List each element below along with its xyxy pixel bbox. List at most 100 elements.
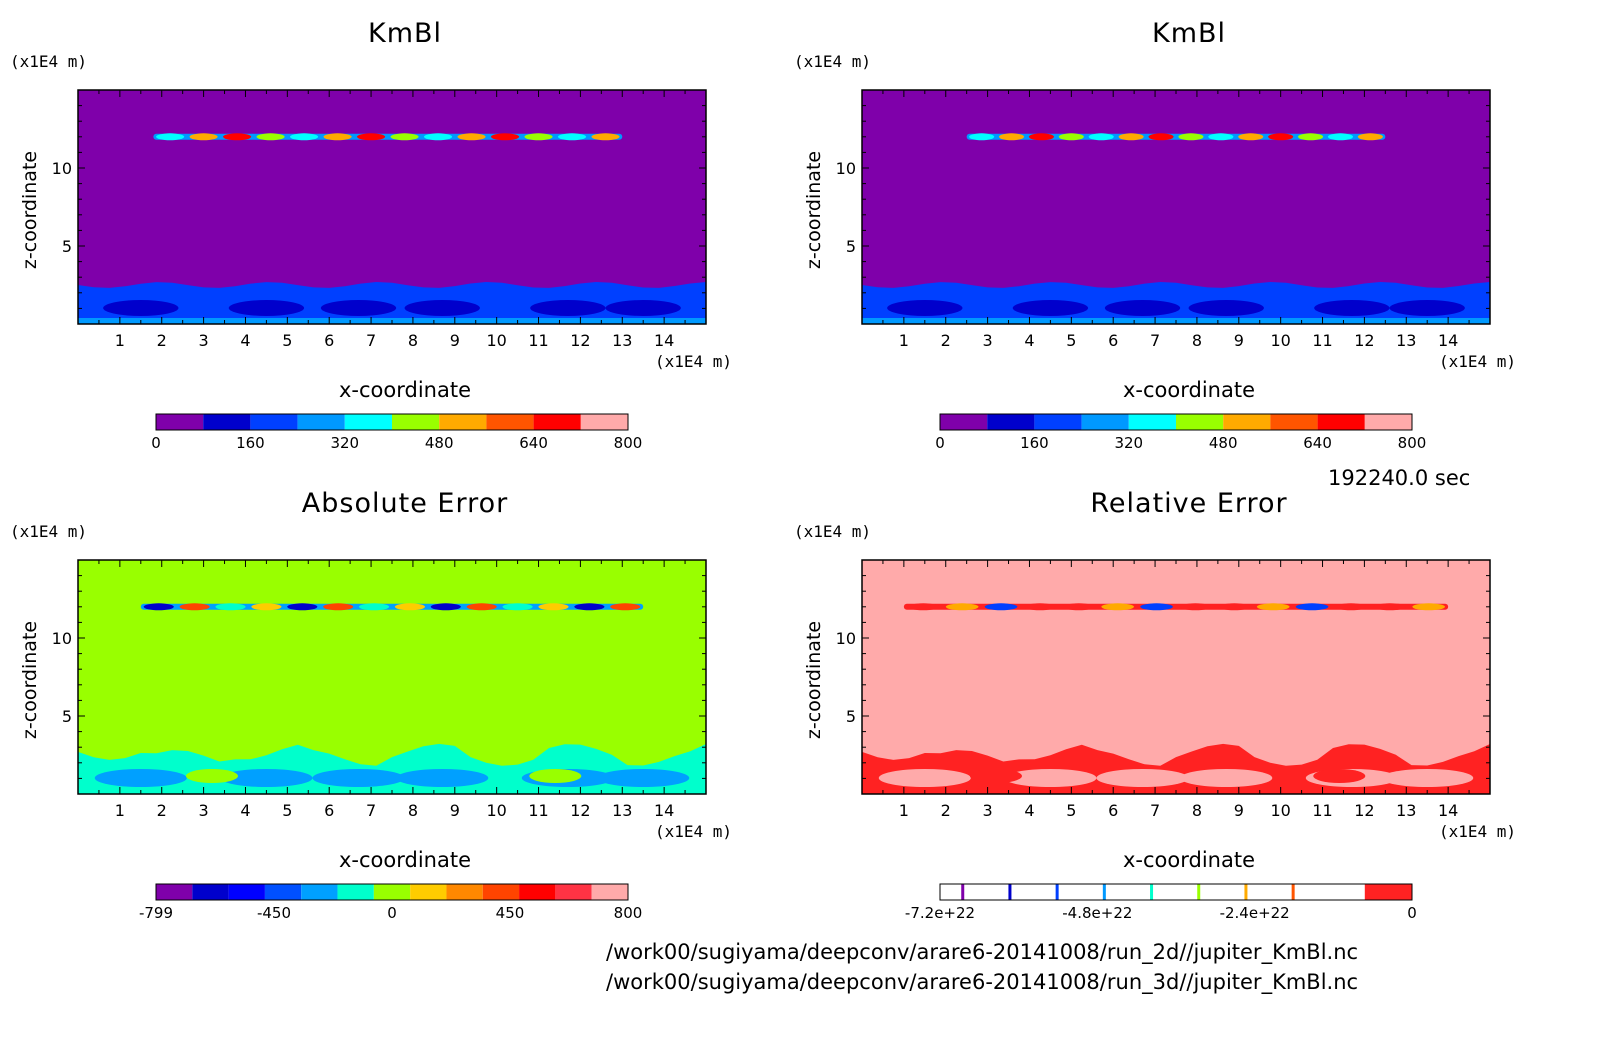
colorbar-swatch [1364, 884, 1412, 900]
colorbar-swatch [580, 414, 628, 430]
z-tick-label: 5 [846, 237, 856, 256]
colorbar-swatch [1176, 414, 1224, 430]
upper-band-cell [1028, 133, 1054, 141]
file-path-2d: /work00/sugiyama/deepconv/arare6-2014100… [606, 940, 1359, 964]
upper-band-cell [1023, 603, 1057, 611]
x-tick-label: 14 [1438, 331, 1458, 350]
colorbar-tick-label: 800 [614, 434, 643, 452]
x-tick-label: 3 [199, 801, 209, 820]
upper-band-cell [1118, 133, 1144, 141]
colorbar-swatch [482, 884, 520, 900]
colorbar-swatch [446, 884, 483, 900]
z-tick-label: 5 [846, 707, 856, 726]
x-unit-label: (x1E4 m) [1439, 352, 1517, 371]
colorbar-swatch [439, 414, 487, 430]
x-tick-label: 14 [1438, 801, 1458, 820]
upper-band [966, 133, 1386, 141]
x-axis-label: x-coordinate [1122, 378, 1255, 402]
x-tick-label: 8 [408, 801, 418, 820]
x-tick-label: 4 [240, 801, 250, 820]
x-tick-label: 2 [941, 331, 951, 350]
upper-band [140, 603, 644, 611]
x-tick-label: 6 [324, 331, 334, 350]
colorbar-tick-label: 160 [236, 434, 265, 452]
x-tick-label: 11 [1312, 801, 1332, 820]
upper-band-cell [574, 603, 605, 611]
upper-band-cell [356, 133, 386, 141]
colorbar-frame [939, 413, 1413, 431]
x-tick-label: 1 [899, 331, 909, 350]
upper-band-cell [998, 133, 1025, 141]
lower-gap [185, 769, 238, 783]
colorbar-swatch [410, 884, 447, 900]
lower-gap [529, 769, 582, 783]
colorbar-tick-label: 320 [330, 434, 359, 452]
x-tick-label: 8 [1192, 331, 1202, 350]
upper-band-cell [1412, 603, 1446, 611]
upper-band-cell [1178, 133, 1204, 141]
x-tick-label: 3 [983, 331, 993, 350]
upper-band-cell [1140, 603, 1173, 611]
x-unit-label: (x1E4 m) [655, 352, 733, 371]
x-tick-label: 2 [157, 801, 167, 820]
lower-cell [1004, 769, 1097, 787]
upper-band-cell [394, 603, 426, 611]
x-tick-label: 5 [282, 801, 292, 820]
x-tick-label: 9 [450, 801, 460, 820]
x-tick-label: 9 [1234, 801, 1244, 820]
z-tick-label: 10 [52, 629, 72, 648]
upper-band-cell [323, 133, 352, 141]
colorbar-line [1197, 884, 1201, 900]
x-tick-label: 6 [1108, 331, 1118, 350]
upper-band-cell [1327, 133, 1354, 141]
colorbar-line [1291, 884, 1295, 900]
colorbar-line [1244, 884, 1248, 900]
upper-band-cell [189, 133, 218, 141]
x-unit-label: (x1E4 m) [655, 822, 733, 841]
colorbar-swatch [337, 884, 374, 900]
x-tick-label: 7 [1150, 801, 1160, 820]
upper-band-cell [1256, 603, 1290, 611]
colorbar-swatch [228, 884, 265, 900]
x-tick-label: 5 [1066, 331, 1076, 350]
file-path-3d: /work00/sugiyama/deepconv/arare6-2014100… [606, 970, 1359, 994]
colorbar-tick-label: 450 [496, 904, 525, 922]
z-unit-label: (x1E4 m) [10, 522, 88, 541]
upper-band-cell [251, 603, 282, 611]
x-tick-label: 5 [1066, 801, 1076, 820]
lower-cell [103, 300, 179, 316]
upper-band-cell [223, 133, 252, 141]
upper-band-cell [906, 603, 940, 611]
colorbar-swatch [1317, 414, 1365, 430]
x-tick-label: 5 [282, 331, 292, 350]
colorbar-frame [939, 883, 1413, 901]
upper-band-cell [1373, 603, 1407, 611]
upper-band-cell [591, 133, 620, 141]
colorbar-tick-label: 0 [387, 904, 397, 922]
colorbar: 0 160 320 480 640 800 [151, 413, 643, 452]
upper-band-cell [457, 133, 486, 141]
chart-title: Relative Error [1090, 488, 1288, 519]
upper-band-cell [1217, 603, 1251, 611]
x-tick-label: 14 [654, 801, 674, 820]
x-tick-label: 11 [1312, 331, 1332, 350]
colorbar-swatch [987, 414, 1035, 430]
x-tick-label: 2 [157, 331, 167, 350]
colorbar-swatch [250, 414, 298, 430]
x-tick-label: 10 [486, 801, 506, 820]
x-axis-label: x-coordinate [1122, 848, 1255, 872]
upper-band-cell [1238, 133, 1264, 141]
z-unit-label: (x1E4 m) [10, 52, 88, 71]
lower-cell [887, 300, 963, 316]
x-tick-label: 14 [654, 331, 674, 350]
upper-band-cell [358, 603, 390, 611]
colorbar-swatch [591, 884, 628, 900]
colorbar-swatch [486, 414, 534, 430]
ticks [861, 89, 1491, 325]
colorbar-swatch [1081, 414, 1129, 430]
upper-band-cell [143, 603, 174, 611]
upper-band-cell [215, 603, 246, 611]
x-tick-label: 1 [899, 801, 909, 820]
